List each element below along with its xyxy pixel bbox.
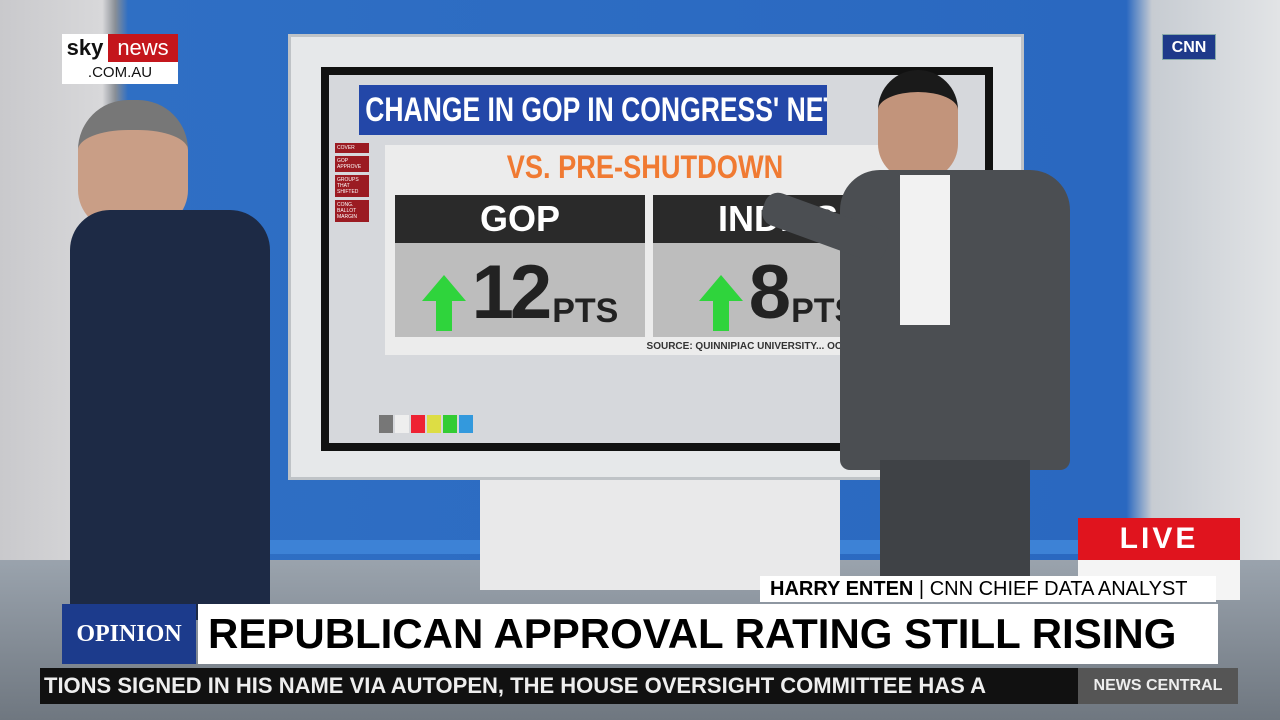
board-nav-item[interactable]: CONG. BALLOT MARGIN: [335, 200, 369, 222]
card-value: 12: [471, 250, 553, 335]
cnn-logo: CNN: [1162, 34, 1216, 60]
analyst-person: [758, 70, 1070, 590]
news-ticker: TIONS SIGNED IN HIS NAME VIA AUTOPEN, TH…: [40, 668, 1080, 704]
lower-third-name: HARRY ENTEN | CNN CHIEF DATA ANALYST: [760, 576, 1216, 602]
board-nav-item[interactable]: GROUPS THAT SHIFTED: [335, 175, 369, 197]
up-arrow-icon: [421, 275, 466, 331]
name-separator: |: [918, 578, 925, 600]
anchor-person: [70, 100, 290, 620]
card-value: 8: [748, 250, 791, 335]
presenter-title: CNN CHIEF DATA ANALYST: [929, 578, 1188, 600]
sky-logo-part1: sky: [62, 34, 108, 62]
source-note: SOURCE: QUINNIPIAC UNIVERSITY... OCTOBER…: [646, 341, 901, 352]
card-unit: PTS: [552, 292, 619, 330]
board-nav: COVER GOP APPROVE GROUPS THAT SHIFTED CO…: [335, 143, 369, 222]
card-label: GOP: [395, 195, 645, 243]
opinion-tag: OPINION: [62, 604, 196, 664]
up-arrow-icon: [698, 275, 743, 331]
headline: REPUBLICAN APPROVAL RATING STILL RISING: [198, 604, 1218, 664]
presenter-name: HARRY ENTEN: [770, 578, 914, 600]
ticker-brand: NEWS CENTRAL: [1078, 668, 1238, 704]
board-subtitle: VS. PRE-SHUTDOWN: [506, 149, 784, 185]
gop-card: GOP 12 PTS: [395, 195, 645, 337]
results-panel: VS. PRE-SHUTDOWN GOP 12 PTS INDIES 8 PTS: [385, 145, 905, 355]
board-nav-item[interactable]: COVER: [335, 143, 369, 153]
data-board: CHANGE IN GOP IN CONGRESS' NET APPR COVE…: [329, 75, 985, 443]
board-nav-item[interactable]: GOP APPROVE: [335, 156, 369, 172]
live-badge: LIVE: [1078, 518, 1240, 560]
board-title: CHANGE IN GOP IN CONGRESS' NET APPR: [359, 85, 827, 135]
sky-logo-domain: .COM.AU: [62, 62, 178, 84]
sky-news-logo: sky news .COM.AU: [62, 34, 178, 84]
monitor-stand: [480, 480, 840, 590]
sky-logo-part2: news: [108, 34, 178, 62]
color-swatches: [379, 415, 473, 433]
